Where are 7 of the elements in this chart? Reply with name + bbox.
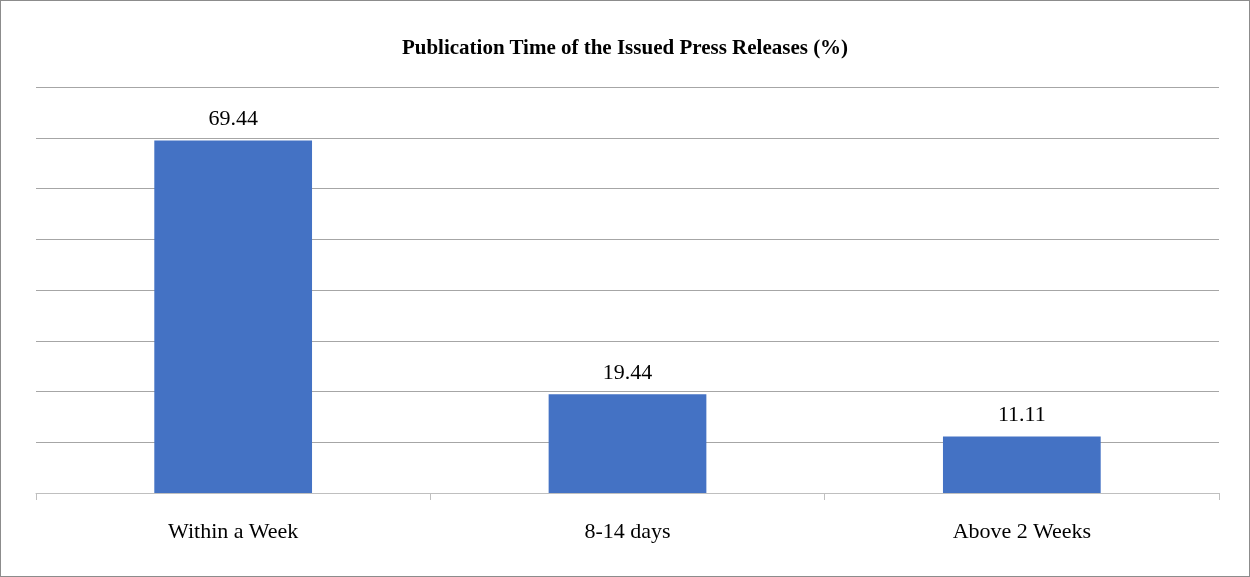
data-label: 19.44 bbox=[602, 358, 653, 384]
x-tick-label: Above 2 Weeks bbox=[952, 517, 1092, 543]
x-tick-label: Within a Week bbox=[168, 517, 299, 543]
x-tick-label: 8-14 days bbox=[584, 517, 671, 543]
data-label: 11.11 bbox=[997, 401, 1046, 427]
data-label: 69.44 bbox=[208, 105, 258, 131]
chart-title: Publication Time of the Issued Press Releases (%) bbox=[401, 34, 849, 59]
